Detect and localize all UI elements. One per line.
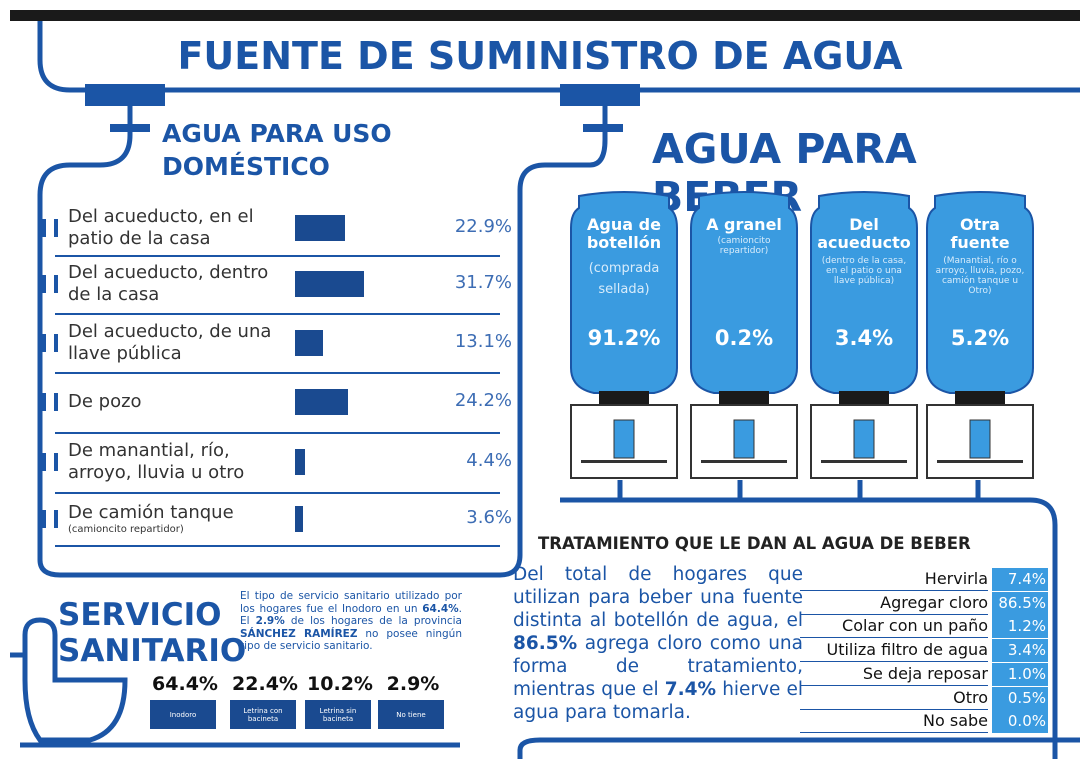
- stat-label: Letrina con bacineta: [230, 700, 296, 729]
- bar: [295, 271, 364, 297]
- bottle-note: (dentro de la casa, en el patio o una ll…: [817, 256, 911, 286]
- row-label: Del acueducto, de una llave pública: [68, 313, 290, 372]
- text-part: 64.4%: [422, 603, 458, 615]
- bottle: Otra fuente (Manantial, río o arroyo, llu…: [925, 188, 1035, 480]
- value-label: 4.4%: [420, 450, 512, 471]
- treatment-text: Del total de hogares que utilizan para b…: [513, 563, 803, 724]
- bottle: Del acueducto (dentro de la casa, en el p…: [809, 188, 919, 480]
- bottle-name: A granel: [695, 216, 793, 234]
- title-line: DOMÉSTICO: [162, 150, 392, 183]
- bottle-name: Otra fuente: [931, 216, 1029, 252]
- row-value: 86.5%: [992, 592, 1048, 615]
- pipe-joint: [42, 275, 58, 293]
- infographic: FUENTE DE SUMINISTRO DE AGUA AGUA PARA U…: [0, 0, 1080, 759]
- bar: [295, 330, 323, 356]
- value-label: 24.2%: [420, 390, 512, 411]
- bottle-name: Del acueducto: [815, 216, 913, 252]
- pipe-joint: [42, 219, 58, 237]
- label-text: De pozo: [68, 391, 290, 413]
- row-value: 1.0%: [992, 663, 1048, 686]
- main-title: FUENTE DE SUMINISTRO DE AGUA: [0, 34, 1080, 78]
- text-part: 7.4%: [665, 679, 716, 700]
- row-divider: [55, 545, 500, 547]
- row-label: Colar con un paño: [800, 615, 988, 638]
- row-value: 1.2%: [992, 615, 1048, 638]
- row-label: De pozo: [68, 372, 290, 432]
- row-label: Otro: [800, 687, 988, 710]
- stat-label: Letrina sin bacineta: [305, 700, 371, 729]
- stat-value: 2.9%: [378, 673, 448, 695]
- text-part: Del total de hogares que utilizan para b…: [513, 564, 803, 631]
- row-label: Se deja reposar: [800, 663, 988, 686]
- stat-value: 10.2%: [305, 673, 375, 695]
- row-label: Hervirla: [800, 568, 988, 591]
- sanitation-text: El tipo de servicio sanitario utilizado …: [240, 590, 462, 653]
- title-line: SANITARIO: [58, 633, 246, 669]
- label-text: Del acueducto, de una llave pública: [68, 321, 290, 365]
- bottle: Agua de botellón (comprada sellada) 91.2%: [569, 188, 679, 480]
- row-value: 7.4%: [992, 568, 1048, 591]
- row-label: Utiliza filtro de agua: [800, 639, 988, 662]
- value-label: 31.7%: [420, 272, 512, 293]
- row-value: 0.0%: [992, 710, 1048, 733]
- pipe-joint: [42, 510, 58, 528]
- title-line: SERVICIO: [58, 597, 246, 633]
- pipe-joint: [42, 453, 58, 471]
- bottle-name: Agua de botellón: [575, 216, 673, 252]
- pipe-joint: [42, 393, 58, 411]
- label-note: (camioncito repartidor): [68, 524, 290, 536]
- stat-label: No tiene: [378, 700, 444, 729]
- bottle-note: (Manantial, río o arroyo, lluvia, pozo, …: [933, 256, 1027, 296]
- row-label: De manantial, río, arroyo, lluvia u otro: [68, 432, 290, 492]
- treatment-title: TRATAMIENTO QUE LE DAN AL AGUA DE BEBER: [538, 534, 971, 553]
- text-part: SÁNCHEZ RAMÍREZ: [240, 628, 357, 640]
- row-label: Agregar cloro: [800, 592, 988, 615]
- text-part: de los hogares de la provincia: [285, 615, 462, 627]
- stat-value: 64.4%: [150, 673, 220, 695]
- row-label: Del acueducto, dentro de la casa: [68, 255, 290, 313]
- row-value: 0.5%: [992, 687, 1048, 710]
- stat-label: Inodoro: [150, 700, 216, 729]
- row-label: No sabe: [800, 710, 988, 733]
- label-text: De camión tanque: [68, 502, 290, 524]
- stat-value: 22.4%: [230, 673, 300, 695]
- bottle-value: 3.4%: [809, 326, 919, 350]
- value-label: 3.6%: [420, 507, 512, 528]
- bottle: A granel (camioncito repartidor) 0.2%: [689, 188, 799, 480]
- label-text: Del acueducto, dentro de la casa: [68, 262, 290, 306]
- text-part: 86.5%: [513, 633, 577, 654]
- bar: [295, 215, 345, 241]
- row-label: Del acueducto, en el patio de la casa: [68, 200, 290, 255]
- bar: [295, 506, 303, 532]
- bottle-note: (comprada sellada): [577, 258, 671, 300]
- label-text: Del acueducto, en el patio de la casa: [68, 206, 290, 250]
- bottle-value: 91.2%: [569, 326, 679, 350]
- bottle-value: 5.2%: [925, 326, 1035, 350]
- label-text: De manantial, río, arroyo, lluvia u otro: [68, 440, 290, 484]
- value-label: 13.1%: [420, 331, 512, 352]
- bar: [295, 449, 305, 475]
- row-label: De camión tanque(camioncito repartidor): [68, 492, 290, 545]
- title-line: AGUA PARA USO: [162, 117, 392, 150]
- text-part: 2.9%: [256, 615, 285, 627]
- bar: [295, 389, 348, 415]
- row-value: 3.4%: [992, 639, 1048, 662]
- bottle-note: (camioncito repartidor): [697, 236, 791, 256]
- pipe-joint: [42, 334, 58, 352]
- value-label: 22.9%: [420, 216, 512, 237]
- bottle-value: 0.2%: [689, 326, 799, 350]
